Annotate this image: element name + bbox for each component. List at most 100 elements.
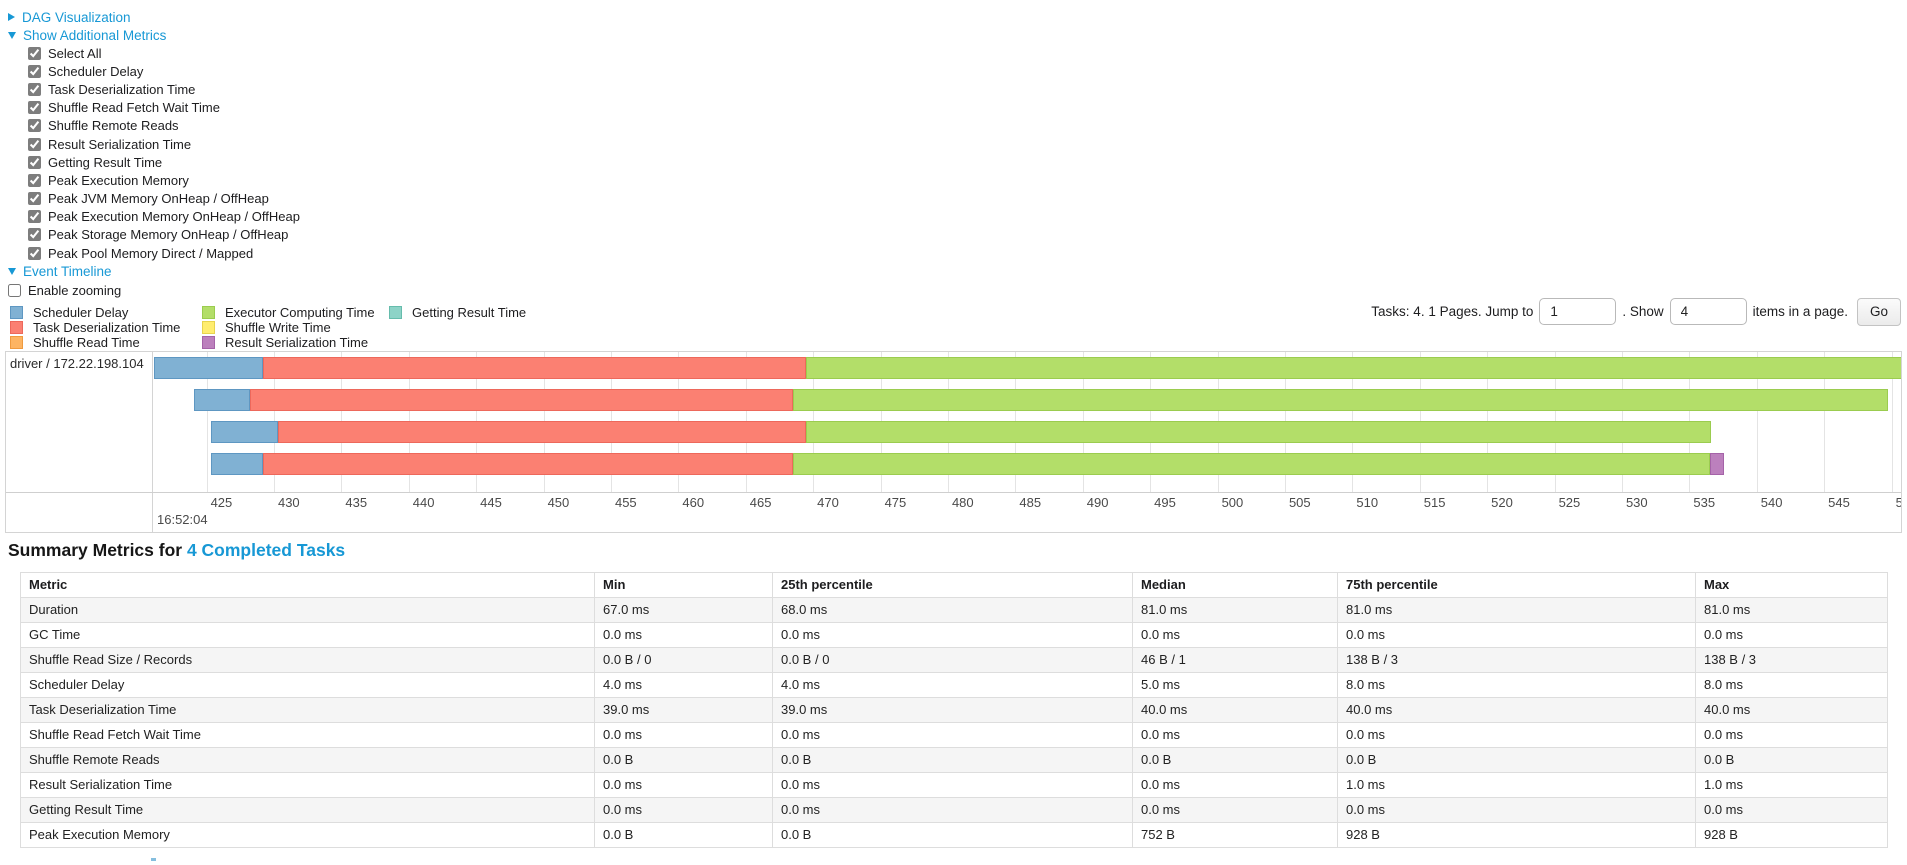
legend-column: Scheduler Delay Task Deserialization Tim…: [10, 305, 202, 350]
result-serialization-time-checkbox[interactable]: [28, 137, 41, 151]
metric-value-cell: 0.0 ms: [1695, 797, 1888, 823]
executor-computing-swatch-icon: [202, 306, 215, 319]
show-additional-metrics-toggle[interactable]: Show Additional Metrics: [8, 26, 300, 44]
show-additional-metrics-label: Show Additional Metrics: [23, 27, 167, 43]
metric-value-cell: 0.0 ms: [772, 722, 1133, 748]
metric-value-cell: 0.0 ms: [594, 797, 773, 823]
go-button[interactable]: Go: [1856, 297, 1901, 326]
completed-tasks-link[interactable]: 4 Completed Tasks: [186, 540, 346, 560]
metric-name-cell: Peak Execution Memory: [20, 822, 595, 848]
task-2-segment-executor-computing[interactable]: [792, 389, 1888, 411]
shuffle-remote-reads-checkbox[interactable]: [28, 119, 41, 133]
task-1-segment-scheduler-delay[interactable]: [154, 357, 264, 379]
peak-execution-memory-onheap-checkbox[interactable]: [28, 210, 41, 224]
enable-zooming-checkbox[interactable]: [8, 283, 21, 297]
task-deserialization-swatch-icon: [10, 321, 23, 334]
axis-gridline: [1756, 352, 1758, 492]
scheduler-delay-checkbox[interactable]: [28, 64, 41, 78]
peak-execution-memory-checkbox[interactable]: [28, 173, 41, 187]
axis-tick-label: 475: [884, 495, 907, 510]
metric-row-peak-pool-memory[interactable]: Peak Pool Memory Direct / Mapped: [28, 244, 300, 262]
legend-label: Task Deserialization Time: [33, 320, 181, 335]
metric-row-task-deserialization-time[interactable]: Task Deserialization Time: [28, 80, 300, 98]
task-2-segment-task-deserialization[interactable]: [249, 389, 793, 411]
metric-value-cell: 4.0 ms: [594, 672, 773, 698]
event-timeline-toggle[interactable]: Event Timeline: [8, 262, 300, 280]
table-row: Shuffle Remote Reads 0.0 B 0.0 B 0.0 B 0.0 B…: [20, 747, 1888, 773]
metric-name-cell: Shuffle Read Size / Records: [20, 647, 595, 673]
metric-value-cell: 40.0 ms: [1132, 697, 1338, 723]
metric-value-cell: 0.0 ms: [594, 722, 773, 748]
axis-tick-label: 505: [1288, 495, 1311, 510]
metric-value-cell: 46 B / 1: [1132, 647, 1338, 673]
axis-tick-label: 550: [1895, 495, 1901, 510]
metric-row-peak-jvm-memory[interactable]: Peak JVM Memory OnHeap / OffHeap: [28, 190, 300, 208]
metric-value-cell: 0.0 ms: [594, 772, 773, 798]
items-per-page-input[interactable]: [1669, 298, 1747, 325]
jump-to-page-input[interactable]: [1539, 298, 1617, 325]
legend-label: Scheduler Delay: [33, 305, 129, 320]
axis-tick-label: 485: [1019, 495, 1042, 510]
metric-row-select-all[interactable]: Select All: [28, 44, 300, 62]
task-3-segment-executor-computing[interactable]: [806, 421, 1711, 443]
axis-tick-label: 465: [749, 495, 772, 510]
metric-row-peak-execution-memory[interactable]: Peak Execution Memory: [28, 171, 300, 189]
metric-value-cell: 0.0 ms: [1337, 797, 1696, 823]
task-4-segment-result-serialization[interactable]: [1709, 453, 1725, 475]
axis-tick-label: 460: [682, 495, 705, 510]
legend-label: Shuffle Write Time: [225, 320, 331, 335]
metric-value-cell: 0.0 ms: [1132, 622, 1338, 648]
task-4-segment-executor-computing[interactable]: [792, 453, 1710, 475]
metric-value-cell: 67.0 ms: [594, 597, 773, 623]
metric-value-cell: 81.0 ms: [1132, 597, 1338, 623]
shuffle-read-swatch-icon: [10, 336, 23, 349]
shuffle-read-fetch-wait-time-checkbox[interactable]: [28, 101, 41, 115]
metric-name-cell: Shuffle Remote Reads: [20, 747, 595, 773]
metric-row-getting-result-time[interactable]: Getting Result Time: [28, 153, 300, 171]
enable-zooming-row[interactable]: Enable zooming: [8, 281, 300, 299]
metric-row-scheduler-delay[interactable]: Scheduler Delay: [28, 62, 300, 80]
task-4-segment-scheduler-delay[interactable]: [210, 453, 264, 475]
task-3-segment-task-deserialization[interactable]: [278, 421, 807, 443]
dag-visualization-label: DAG Visualization: [22, 9, 131, 25]
peak-jvm-memory-checkbox[interactable]: [28, 192, 41, 206]
metric-value-cell: 8.0 ms: [1337, 672, 1696, 698]
metric-value-cell: 0.0 B / 0: [594, 647, 773, 673]
metric-value-cell: 1.0 ms: [1695, 772, 1888, 798]
peak-storage-memory-onheap-checkbox[interactable]: [28, 228, 41, 242]
task-1-segment-executor-computing[interactable]: [806, 357, 1901, 379]
metric-value-cell: 40.0 ms: [1695, 697, 1888, 723]
metric-label: Peak Execution Memory OnHeap / OffHeap: [48, 209, 300, 225]
select-all-checkbox[interactable]: [28, 46, 41, 60]
axis-tick-label: 530: [1625, 495, 1648, 510]
task-1-segment-task-deserialization[interactable]: [263, 357, 807, 379]
dag-visualization-toggle[interactable]: DAG Visualization: [8, 8, 300, 26]
legend-item-shuffle-read: Shuffle Read Time: [10, 335, 202, 350]
metric-row-peak-storage-memory-onheap[interactable]: Peak Storage Memory OnHeap / OffHeap: [28, 226, 300, 244]
metric-row-shuffle-read-fetch-wait-time[interactable]: Shuffle Read Fetch Wait Time: [28, 99, 300, 117]
metric-name-cell: GC Time: [20, 622, 595, 648]
metric-label: Peak Storage Memory OnHeap / OffHeap: [48, 227, 289, 243]
task-3-segment-scheduler-delay[interactable]: [210, 421, 278, 443]
task-pagination: Tasks: 4. 1 Pages. Jump to . Show items …: [1371, 297, 1901, 326]
expanded-arrow-icon: [8, 267, 16, 275]
metric-row-peak-execution-memory-onheap[interactable]: Peak Execution Memory OnHeap / OffHeap: [28, 208, 300, 226]
axis-major-time-label: 16:52:04: [157, 512, 208, 527]
axis-tick-label: 430: [277, 495, 300, 510]
getting-result-time-checkbox[interactable]: [28, 155, 41, 169]
legend-item-executor-computing: Executor Computing Time: [202, 305, 389, 320]
peak-pool-memory-checkbox[interactable]: [28, 246, 41, 260]
metric-name-cell: Shuffle Read Fetch Wait Time: [20, 722, 595, 748]
table-header-row: Metric Min 25th percentile Median 75th p…: [20, 572, 1888, 598]
table-row: Result Serialization Time 0.0 ms 0.0 ms 0.0…: [20, 772, 1888, 798]
metric-row-shuffle-remote-reads[interactable]: Shuffle Remote Reads: [28, 117, 300, 135]
metric-value-cell: 0.0 B: [1337, 747, 1696, 773]
task-deserialization-time-checkbox[interactable]: [28, 82, 41, 96]
task-2-segment-scheduler-delay[interactable]: [194, 389, 250, 411]
axis-tick-label: 435: [345, 495, 368, 510]
metric-row-result-serialization-time[interactable]: Result Serialization Time: [28, 135, 300, 153]
legend-column: Executor Computing Time Shuffle Write Ti…: [202, 305, 389, 350]
summary-metrics-heading: Summary Metrics for 4 Completed Tasks: [8, 540, 345, 561]
task-4-segment-task-deserialization[interactable]: [263, 453, 793, 475]
summary-metrics-table: Metric Min 25th percentile Median 75th p…: [20, 572, 1888, 848]
